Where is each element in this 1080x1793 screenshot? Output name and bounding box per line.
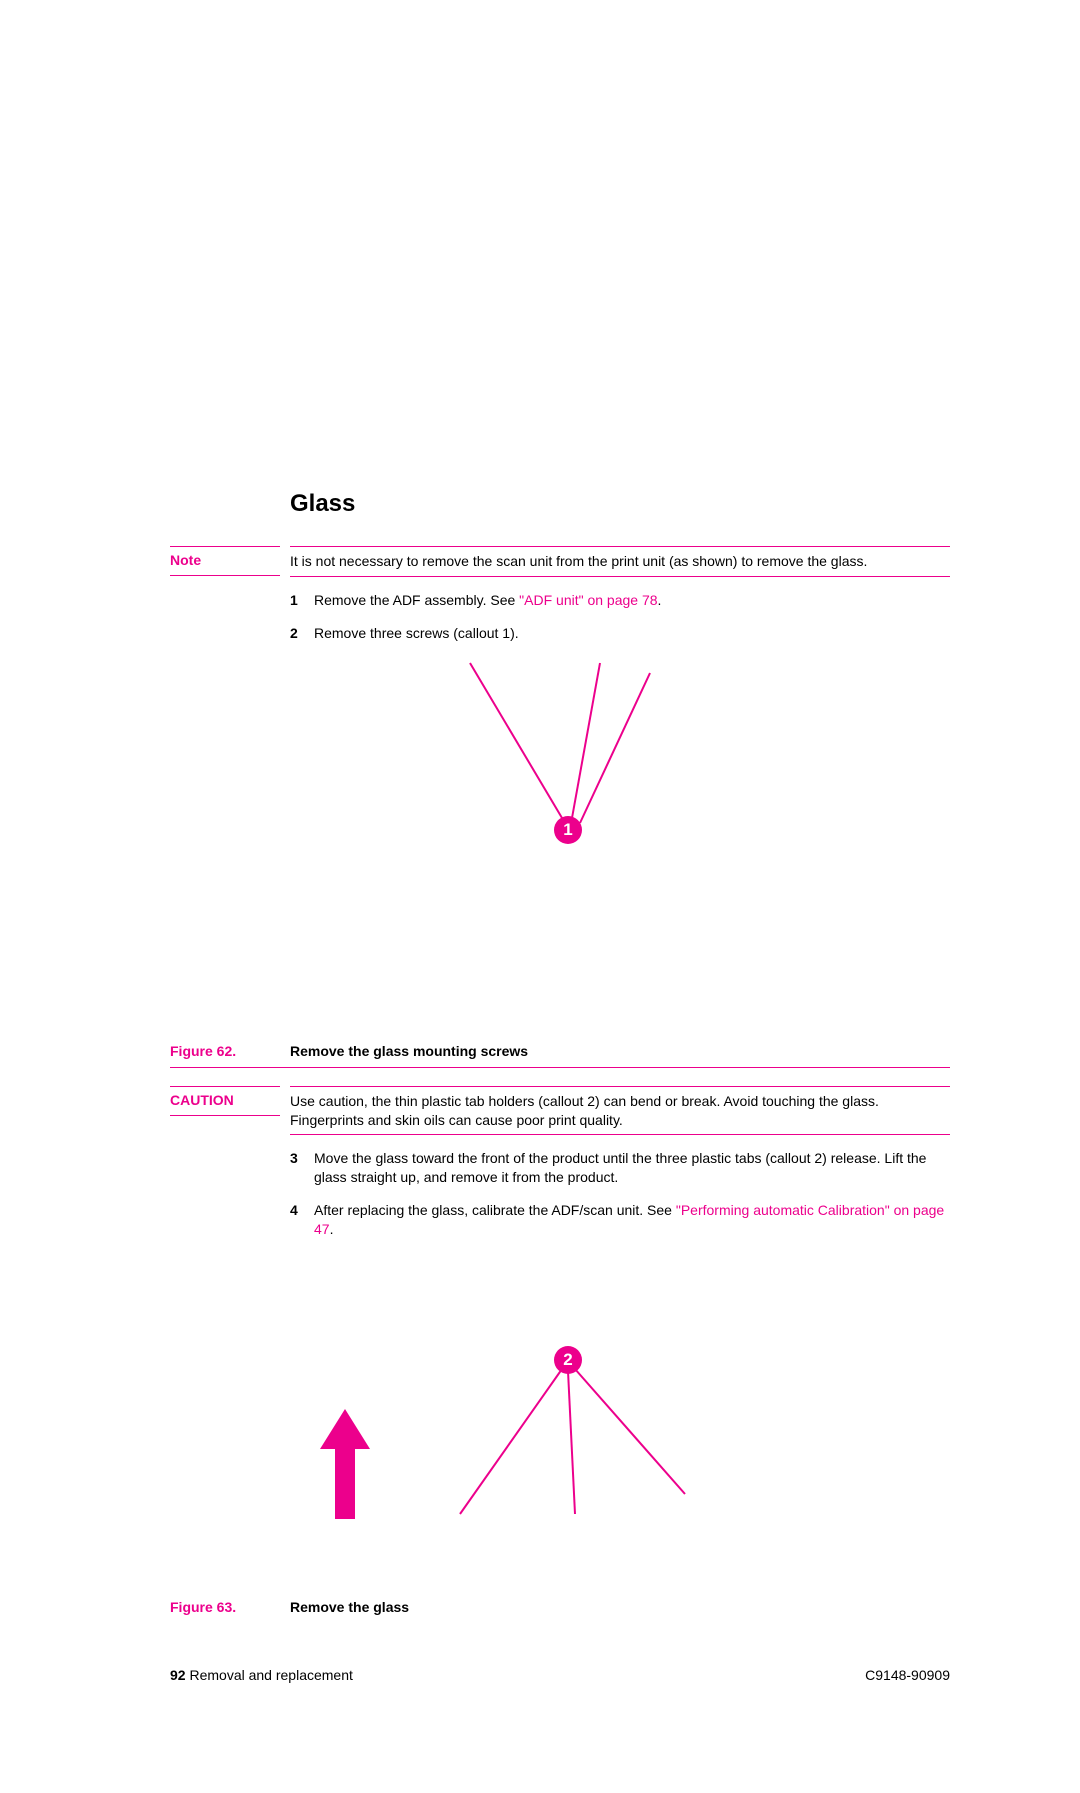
step-4: 4 After replacing the glass, calibrate t…	[290, 1201, 950, 1239]
figure-63-caption: Figure 63. Remove the glass	[170, 1599, 950, 1617]
page-content: Glass Note It is not necessary to remove…	[170, 490, 950, 1635]
page-footer: 92 Removal and replacement C9148-90909	[170, 1667, 950, 1683]
up-arrow-icon	[320, 1409, 370, 1529]
note-label: Note	[170, 552, 201, 568]
step-text: Remove the ADF assembly. See "ADF unit" …	[314, 591, 950, 610]
footer-section: Removal and replacement	[189, 1667, 352, 1683]
step-1: 1 Remove the ADF assembly. See "ADF unit…	[290, 591, 950, 610]
callout-2-badge: 2	[554, 1346, 582, 1374]
link-adf-unit[interactable]: "ADF unit" on page 78	[519, 592, 657, 608]
caution-row: CAUTION Use caution, the thin plastic ta…	[170, 1086, 950, 1239]
caution-label: CAUTION	[170, 1092, 234, 1108]
step-2: 2 Remove three screws (callout 1).	[290, 624, 950, 643]
callout-1-badge: 1	[554, 816, 582, 844]
figure-title: Remove the glass mounting screws	[290, 1043, 528, 1061]
step-text: After replacing the glass, calibrate the…	[314, 1201, 950, 1239]
figure-label: Figure 62.	[170, 1043, 236, 1059]
step-number: 4	[290, 1201, 314, 1239]
caution-text: Use caution, the thin plastic tab holder…	[290, 1086, 950, 1136]
step-3: 3 Move the glass toward the front of the…	[290, 1149, 950, 1187]
figure-63-diagram: 2	[290, 1269, 950, 1579]
callout-lines-icon	[340, 653, 840, 953]
step-number: 1	[290, 591, 314, 610]
figure-62-caption: Figure 62. Remove the glass mounting scr…	[170, 1043, 950, 1068]
note-text: It is not necessary to remove the scan u…	[290, 546, 950, 577]
document-id: C9148-90909	[865, 1667, 950, 1683]
page-number: 92	[170, 1667, 186, 1683]
figure-62-diagram: 1	[290, 653, 950, 1023]
figure-title: Remove the glass	[290, 1599, 409, 1617]
figure-label: Figure 63.	[170, 1599, 236, 1615]
step-text: Remove three screws (callout 1).	[314, 624, 950, 643]
step-number: 2	[290, 624, 314, 643]
note-row: Note It is not necessary to remove the s…	[170, 546, 950, 643]
callout-lines-icon	[300, 1269, 800, 1529]
step-text: Move the glass toward the front of the p…	[314, 1149, 950, 1187]
section-heading: Glass	[290, 490, 950, 518]
step-number: 3	[290, 1149, 314, 1187]
